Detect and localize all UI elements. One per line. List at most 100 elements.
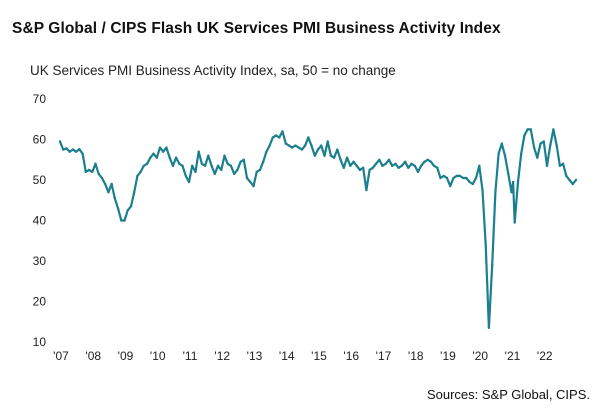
data-point xyxy=(555,144,558,147)
data-point xyxy=(545,164,549,167)
data-point xyxy=(494,191,497,194)
data-point xyxy=(358,168,362,172)
data-point xyxy=(371,166,374,169)
y-tick-label: 10 xyxy=(33,335,47,349)
data-point xyxy=(255,170,258,174)
x-tick-label: '21 xyxy=(505,349,521,363)
data-point xyxy=(100,176,104,180)
data-point xyxy=(558,164,562,167)
data-point xyxy=(503,154,507,157)
data-point xyxy=(142,164,145,167)
data-point xyxy=(207,154,210,157)
data-point xyxy=(497,152,500,155)
data-point xyxy=(187,180,191,184)
data-point xyxy=(181,164,184,167)
y-tick-label: 70 xyxy=(33,92,47,106)
chart-subtitle: UK Services PMI Business Activity Index,… xyxy=(30,63,396,78)
data-point xyxy=(378,158,381,161)
data-point xyxy=(381,164,384,167)
data-point xyxy=(474,176,478,180)
data-point xyxy=(532,146,536,149)
x-tick-label: '20 xyxy=(472,349,488,363)
data-point xyxy=(568,178,571,182)
data-point xyxy=(420,164,423,167)
data-point xyxy=(165,146,168,149)
data-point xyxy=(274,134,278,137)
data-point xyxy=(432,164,436,167)
data-point xyxy=(97,172,100,176)
data-point xyxy=(197,150,200,153)
data-point xyxy=(374,162,378,165)
data-point xyxy=(104,182,107,186)
data-point xyxy=(391,164,394,167)
data-point xyxy=(236,168,239,172)
data-point xyxy=(491,263,494,267)
data-point xyxy=(149,156,152,159)
data-point xyxy=(81,152,84,155)
data-point xyxy=(58,140,62,143)
data-point xyxy=(242,158,245,161)
data-point xyxy=(484,243,487,246)
data-point xyxy=(500,142,503,145)
data-point xyxy=(436,166,439,169)
data-point xyxy=(129,205,133,208)
data-point xyxy=(184,174,187,178)
data-point xyxy=(71,148,75,151)
data-point xyxy=(294,144,297,147)
data-point xyxy=(220,168,223,172)
data-point xyxy=(552,128,555,131)
data-point xyxy=(258,168,262,172)
data-point xyxy=(487,326,491,329)
data-point xyxy=(332,156,336,159)
data-point xyxy=(339,158,342,161)
data-point xyxy=(452,176,455,180)
data-point xyxy=(426,158,429,161)
data-point xyxy=(449,184,452,188)
data-point xyxy=(445,176,449,180)
data-points xyxy=(58,128,578,329)
data-point xyxy=(362,166,365,169)
data-point xyxy=(252,184,255,188)
data-point xyxy=(87,168,91,172)
data-point xyxy=(62,148,65,151)
data-point xyxy=(439,176,442,180)
data-point xyxy=(526,128,529,131)
data-point xyxy=(116,207,120,210)
data-point xyxy=(478,164,481,167)
data-point xyxy=(94,162,97,165)
data-point xyxy=(468,180,471,184)
data-point xyxy=(310,144,313,147)
data-point xyxy=(481,188,484,192)
y-tick-label: 30 xyxy=(33,254,47,268)
data-point xyxy=(394,162,397,165)
data-point xyxy=(245,176,249,180)
chart-title: S&P Global / CIPS Flash UK Services PMI … xyxy=(12,20,501,37)
data-point xyxy=(320,144,323,147)
data-point xyxy=(65,147,68,150)
data-point xyxy=(203,164,207,167)
data-point xyxy=(271,136,274,139)
data-point xyxy=(561,162,565,165)
data-point xyxy=(171,164,175,167)
data-point xyxy=(123,219,126,222)
data-point xyxy=(539,142,542,145)
data-point xyxy=(216,164,220,167)
data-point xyxy=(152,152,155,155)
data-point xyxy=(316,148,320,151)
data-point xyxy=(355,164,358,167)
y-tick-label: 40 xyxy=(33,214,47,228)
y-tick-label: 50 xyxy=(33,173,47,187)
data-point xyxy=(542,140,545,143)
data-point xyxy=(413,164,416,167)
x-tick-label: '15 xyxy=(311,349,327,363)
data-point xyxy=(387,158,391,161)
data-point xyxy=(133,191,136,194)
data-point xyxy=(336,148,339,151)
y-axis: 70 60 50 40 30 20 10 xyxy=(33,92,47,349)
data-point xyxy=(74,150,78,153)
data-point xyxy=(110,182,113,186)
x-tick-label: '14 xyxy=(279,349,295,363)
data-point xyxy=(384,162,387,165)
data-point xyxy=(403,160,407,163)
x-tick-label: '19 xyxy=(440,349,456,363)
